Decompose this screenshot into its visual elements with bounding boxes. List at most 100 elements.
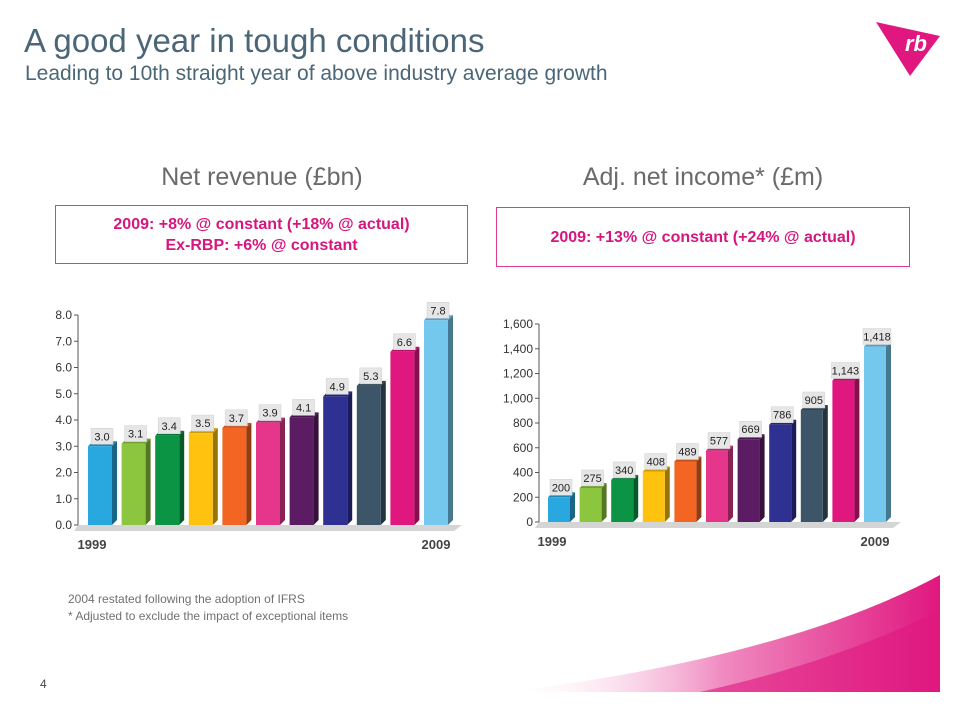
revenue-callout-line-1: 2009: +8% @ constant (+18% @ actual) [113,215,410,233]
bar-face [121,443,146,525]
y-tick-label: 1.0 [55,492,72,506]
bar-face [706,450,728,522]
y-tick-label: 8.0 [55,308,72,322]
bar-side [380,380,386,525]
bar-2004 [706,445,733,522]
bar-side [448,315,453,525]
data-label-box [90,428,114,445]
bar-side [822,405,828,522]
revenue-callout-line-2: Ex-RBP: +6% @ constant [165,236,358,254]
data-label: 3.0 [94,431,109,443]
bar-side [570,492,575,522]
bar-face [579,487,602,522]
footnote-ifrs: 2004 restated following the adoption of … [68,592,305,606]
bar-2009 [424,315,453,525]
bar-face [864,346,886,522]
data-label: 1,143 [832,366,860,378]
bar-2004 [256,417,285,525]
bar-side [791,419,797,522]
y-tick-label: 5.0 [55,387,72,401]
data-label: 7.8 [430,305,445,317]
bar-2005 [737,434,765,522]
bar-2003 [674,456,702,522]
bar-face [800,410,823,522]
page-number: 4 [40,677,47,691]
y-tick-label: 400 [513,466,533,480]
y-tick-label: 4.0 [55,413,72,427]
bar-side [347,391,353,525]
data-label-box [325,378,349,395]
data-label: 577 [710,436,728,448]
bar-face [188,433,213,525]
footnote-adjusted: * Adjusted to exclude the impact of exce… [68,609,349,623]
data-label-box [191,414,215,432]
data-label-box [862,328,892,345]
bar-side [728,445,733,522]
x-tick-label: 2009 [861,534,890,549]
bar-face [548,497,570,522]
bar-face [674,461,697,522]
bar-side [212,428,218,525]
data-label: 6.6 [397,337,412,349]
bar-1999 [548,492,575,522]
bar-side [664,466,670,522]
bar-2006 [769,419,797,522]
y-tick-label: 1,600 [503,317,533,331]
bar-side [633,474,639,522]
data-label: 3.9 [262,408,277,420]
data-label-box [124,425,147,442]
y-tick-label: 0 [526,515,533,529]
data-label: 3.1 [128,429,143,441]
y-tick-label: 600 [513,441,533,455]
revenue-chart-title: Net revenue (£bn) [161,163,363,191]
bar-side [313,412,319,525]
bar-side [601,482,607,522]
data-label: 200 [552,482,570,494]
data-label-box [225,409,248,427]
bar-side [854,375,860,522]
slide-subtitle: Leading to 10th straight year of above i… [25,62,608,85]
bar-face [88,446,112,525]
bar-face [832,380,855,522]
bar-face [222,427,247,525]
bar-2001 [611,474,639,522]
data-label-box [831,362,860,379]
y-tick-label: 1,000 [503,391,533,405]
data-label-box [258,404,282,421]
data-label: 340 [615,465,633,477]
bar-2002 [188,428,218,525]
bar-2008 [390,346,420,525]
bar-2003 [222,422,252,525]
data-label-box [549,479,573,496]
bar-face [737,439,760,522]
bar-2009 [864,341,891,522]
bar-face [611,479,634,522]
slide-title: A good year in tough conditions [24,22,485,59]
data-label-box [802,391,826,409]
bar-side [246,422,252,525]
bar-2001 [155,430,185,525]
bar-face [390,351,415,525]
bar-face [642,471,665,522]
data-label: 3.5 [195,418,210,430]
bar-2007 [800,405,828,522]
data-label: 5.3 [363,371,378,383]
y-tick-label: 800 [513,416,533,430]
bar-2000 [121,438,151,525]
bar-face [356,385,381,525]
y-tick-label: 2.0 [55,466,72,480]
data-label: 489 [678,446,696,458]
bar-face [769,424,792,522]
data-label-box [393,333,416,350]
bar-2005 [289,412,319,525]
income-chart-title: Adj. net income* (£m) [582,163,824,191]
bar-2000 [579,482,607,522]
y-tick-label: 1,400 [503,342,533,356]
x-tick-label: 2009 [422,537,451,552]
bar-2002 [642,466,670,522]
bar-side [696,456,702,522]
bar-side [759,434,765,522]
x-tick-label: 1999 [538,534,567,549]
